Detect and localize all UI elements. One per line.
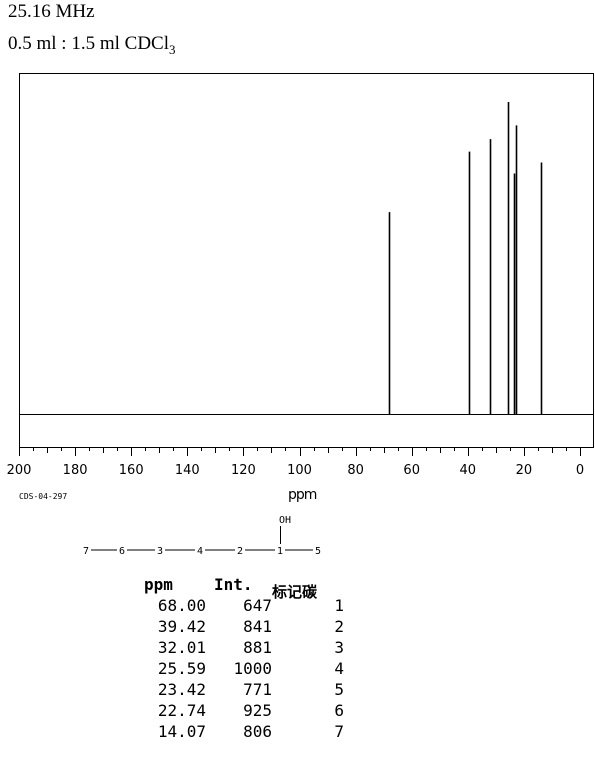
table-row: 68.00 647 1 [138, 595, 344, 616]
row-label: 2 [334, 617, 344, 636]
row-intensity: 881 [243, 638, 272, 657]
x-axis-ticks: 200 180 160 140 120 100 80 60 40 20 0 [7, 448, 584, 478]
row-label: 7 [334, 722, 344, 741]
spectrometer-frequency: 25.16 MHz [8, 1, 95, 22]
row-ppm: 68.00 [157, 596, 206, 615]
atom-label: 4 [197, 546, 203, 557]
atom-label: 6 [119, 546, 125, 557]
x-tick-label: 120 [231, 463, 256, 478]
header-label-carbon: 标记碳 [272, 583, 318, 601]
x-tick-label: 160 [119, 463, 144, 478]
table-row: 22.74 925 6 [138, 700, 344, 721]
peak-table-header: ppm Int. 标记碳 [138, 574, 344, 601]
atom-label: 3 [157, 546, 163, 557]
structure-chain: 7 6 3 4 2 1 5 OH [83, 515, 321, 557]
nmr-spectrum-chart: 200 180 160 140 120 100 80 60 40 20 0 [7, 73, 594, 478]
row-intensity: 1000 [233, 659, 272, 678]
x-tick-label: 40 [460, 463, 477, 478]
row-intensity: 806 [243, 722, 272, 741]
table-row: 32.01 881 3 [138, 637, 344, 658]
solvent-info: 0.5 ml : 1.5 ml CDCl3 [8, 33, 176, 58]
hydroxyl-label: OH [279, 515, 291, 526]
x-tick-label: 20 [516, 463, 533, 478]
row-intensity: 771 [243, 680, 272, 699]
row-ppm: 22.74 [157, 701, 206, 720]
peak-table-body: 68.00 647 1 39.42 841 2 32.01 881 3 25.59 1000 4 23.… [138, 595, 344, 742]
atom-label: 5 [315, 546, 321, 557]
x-axis-label: ppm [288, 487, 317, 503]
row-label: 3 [334, 638, 344, 657]
sample-code: CDS-04-297 [19, 492, 68, 501]
table-row: 25.59 1000 4 [138, 658, 344, 679]
row-ppm: 32.01 [157, 638, 206, 657]
header-intensity: Int. [214, 575, 253, 594]
row-ppm: 39.42 [157, 617, 206, 636]
x-tick-label: 60 [403, 463, 420, 478]
table-row: 14.07 806 7 [138, 721, 344, 742]
row-intensity: 925 [243, 701, 272, 720]
row-ppm: 14.07 [157, 722, 206, 741]
peak-table: ppm Int. 标记碳 68.00 647 1 39.42 841 2 32.01 881 3… [138, 574, 344, 742]
atom-label: 1 [277, 546, 283, 557]
x-tick-label: 100 [287, 463, 312, 478]
x-tick-label: 0 [576, 463, 584, 478]
row-ppm: 23.42 [157, 680, 206, 699]
x-tick-label: 140 [175, 463, 200, 478]
row-label: 6 [334, 701, 344, 720]
x-tick-label: 200 [7, 463, 32, 478]
table-row: 23.42 771 5 [138, 679, 344, 700]
row-label: 1 [334, 596, 344, 615]
row-intensity: 841 [243, 617, 272, 636]
x-tick-label: 180 [63, 463, 88, 478]
solvent-text: 0.5 ml : 1.5 ml CDCl [8, 33, 169, 54]
atom-label: 2 [237, 546, 243, 557]
row-ppm: 25.59 [157, 659, 206, 678]
row-label: 4 [334, 659, 344, 678]
atom-label: 7 [83, 546, 89, 557]
header-ppm: ppm [144, 575, 173, 594]
row-intensity: 647 [243, 596, 272, 615]
row-label: 5 [334, 680, 344, 699]
table-row: 39.42 841 2 [138, 616, 344, 637]
solvent-subscript: 3 [169, 42, 176, 57]
x-tick-label: 80 [347, 463, 364, 478]
peaks-group [388, 102, 543, 414]
